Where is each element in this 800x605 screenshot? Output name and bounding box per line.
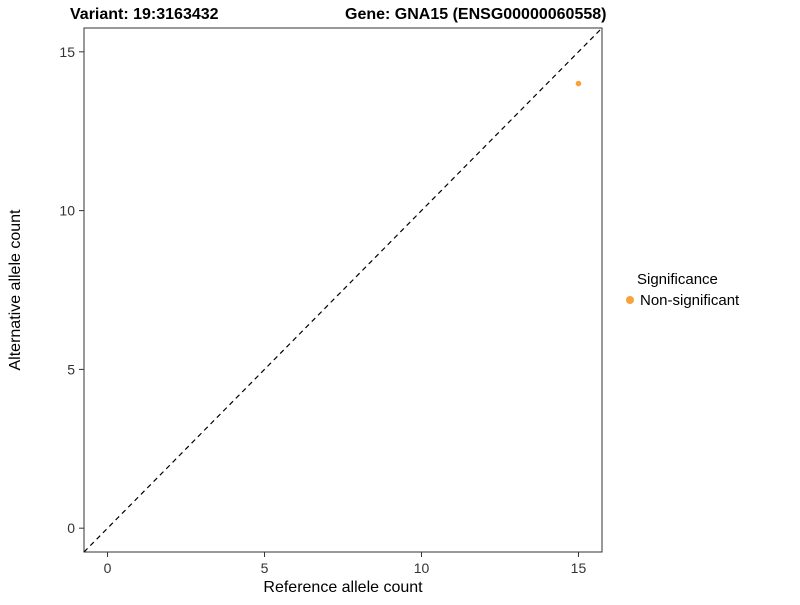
panel-border xyxy=(83,27,603,553)
x-axis-label: Reference allele count xyxy=(263,579,423,596)
variant-title: Variant: 19:3163432 xyxy=(70,6,219,23)
x-tick-label: 5 xyxy=(261,560,269,576)
y-axis-label: Alternative allele count xyxy=(7,209,24,371)
identity-line xyxy=(83,27,603,553)
gene-title: Gene: GNA15 (ENSG00000060558) xyxy=(345,6,606,23)
y-tick-label: 5 xyxy=(67,361,75,377)
x-tick-label: 15 xyxy=(571,560,587,576)
legend: Non-significant xyxy=(626,292,740,309)
y-tick-label: 0 xyxy=(67,520,75,536)
x-tick-label: 0 xyxy=(104,560,112,576)
legend-title: Significance xyxy=(637,271,718,288)
y-tick-label: 10 xyxy=(59,203,75,219)
legend-entry-label: Non-significant xyxy=(640,292,740,309)
plot-panel: 0 5 10 15 0 5 10 15 xyxy=(59,27,603,576)
x-tick-label: 10 xyxy=(414,560,430,576)
data-point xyxy=(575,80,582,87)
legend-key-point xyxy=(626,296,634,304)
y-tick-label: 15 xyxy=(59,44,75,60)
